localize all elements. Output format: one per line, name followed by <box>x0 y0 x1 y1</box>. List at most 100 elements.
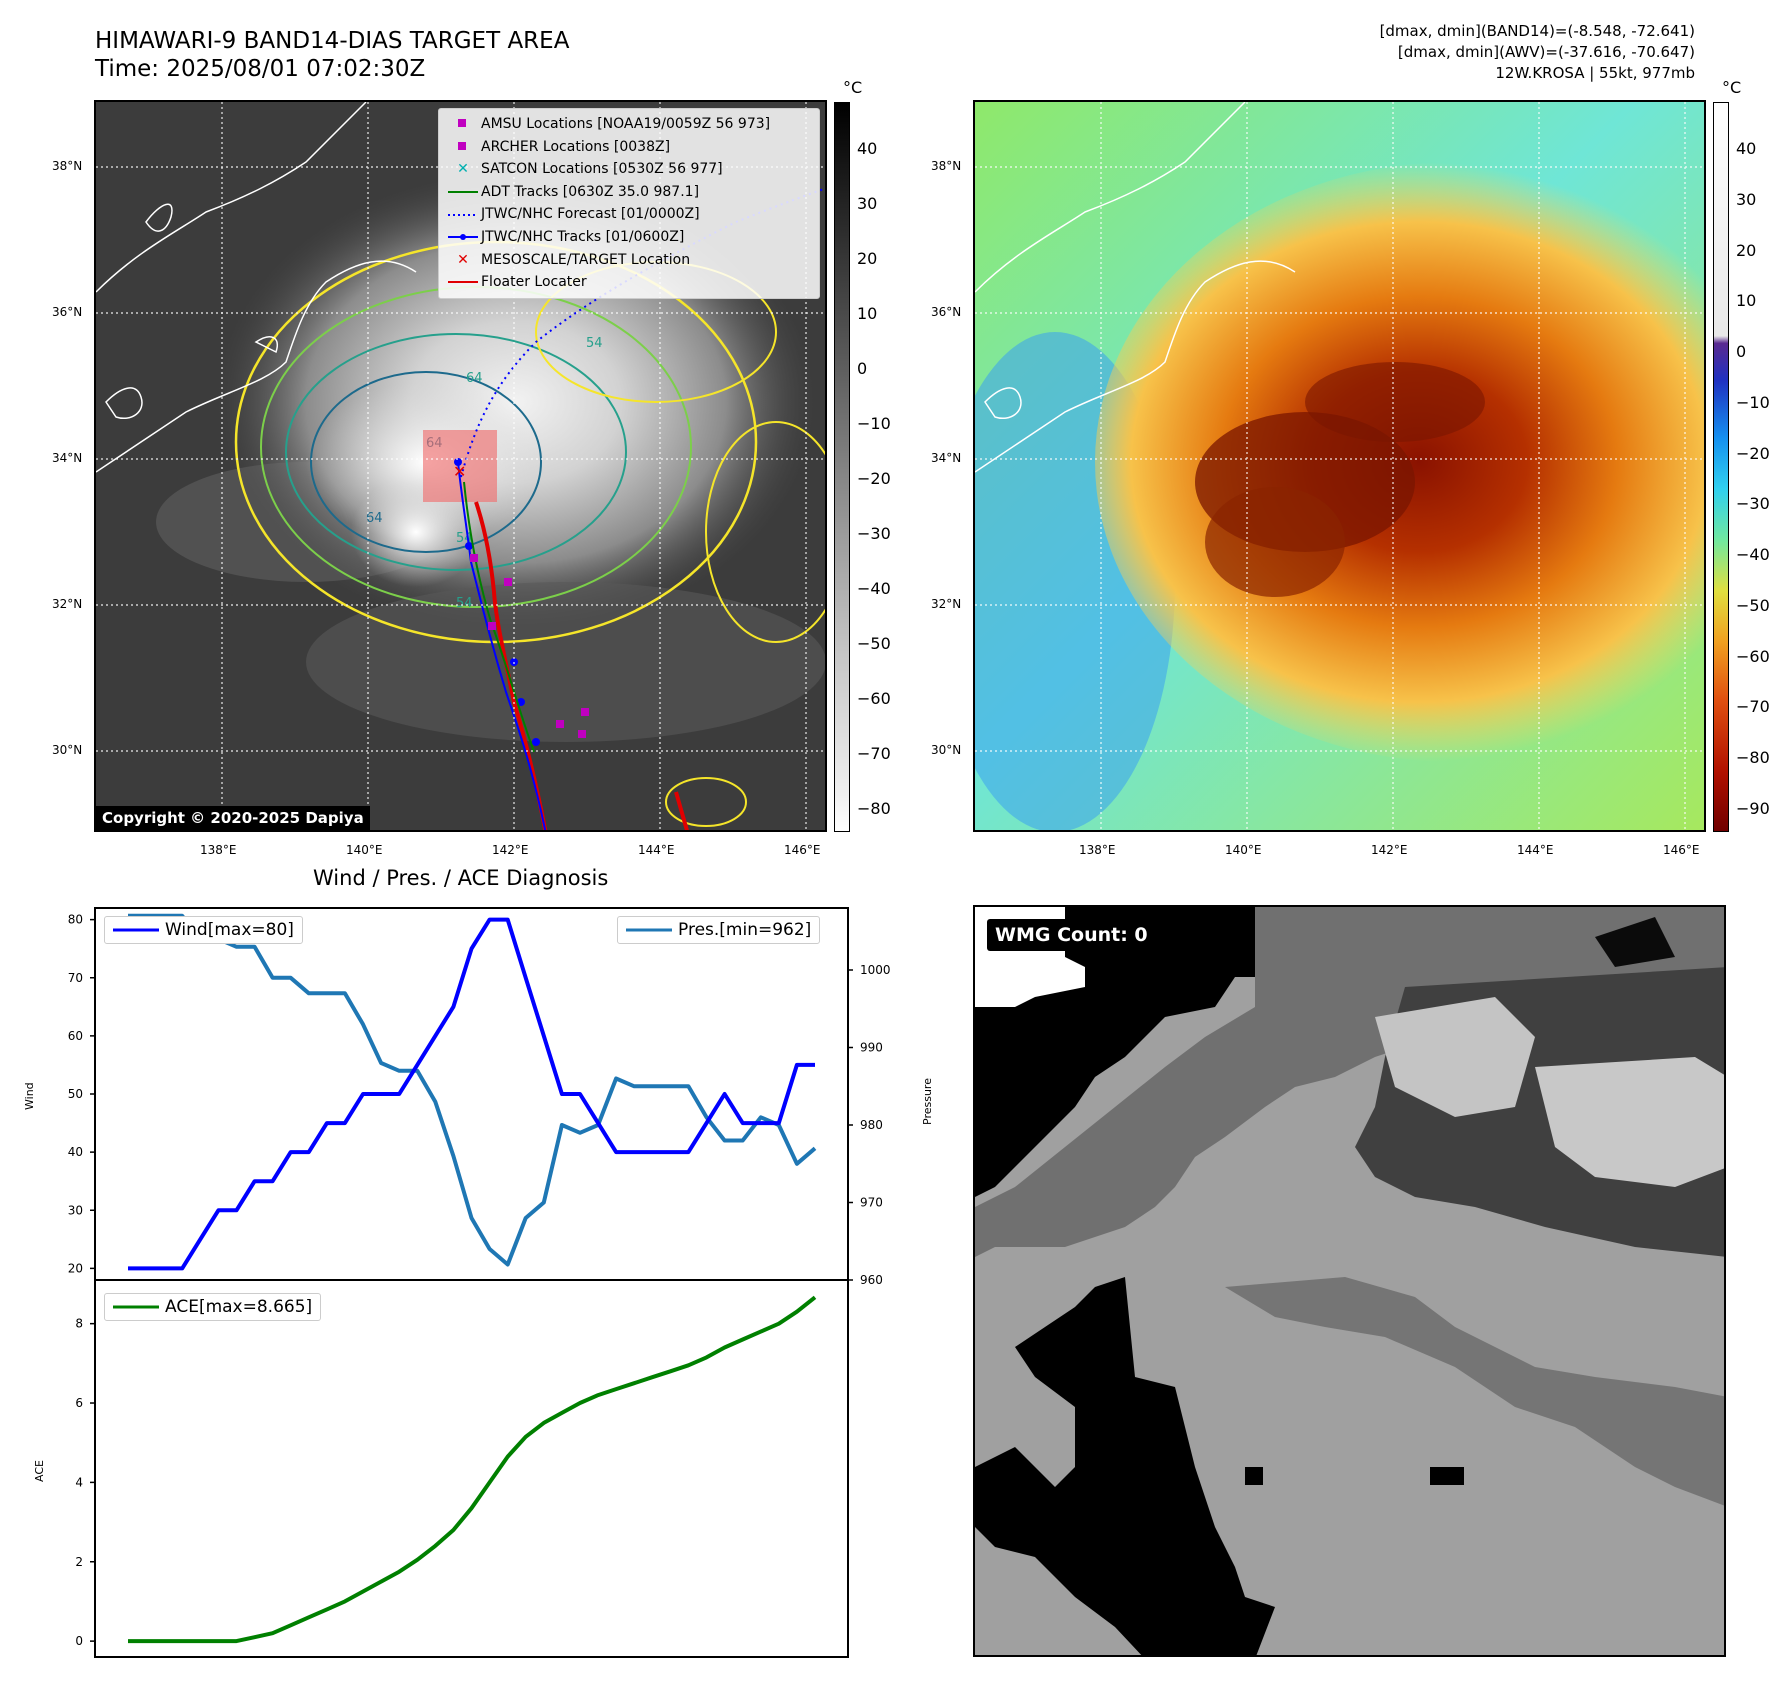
copyright-badge: Copyright © 2020-2025 Dapiya <box>96 806 370 830</box>
lat-tick: 34°N <box>52 451 83 465</box>
awv-colorbar-tick: 30 <box>1736 189 1757 209</box>
pressure-legend-label: Pres.[min=962] <box>678 920 812 940</box>
awv-colorbar-tick: −40 <box>1736 545 1770 565</box>
wind-legend: Wind[max=80] <box>104 916 303 944</box>
lon-tick: 140°E <box>1225 843 1262 857</box>
wmg-map <box>975 907 1724 1655</box>
legend-archer: ARCHER Locations [0038Z] <box>481 138 671 155</box>
ace-tick-label: 4 <box>75 1475 83 1489</box>
wind-tick-label: 70 <box>68 971 83 985</box>
awv-colorbar-tick: −20 <box>1736 443 1770 463</box>
lat-tick: 36°N <box>931 305 962 319</box>
floater-box <box>423 430 497 502</box>
wind-legend-label: Wind[max=80] <box>165 920 294 940</box>
contour-label: 54 <box>456 596 473 611</box>
ir-colorbar-tick: −70 <box>857 744 891 763</box>
ir-colorbar-tick: 20 <box>857 249 878 268</box>
wind-axis-label: Wind <box>23 1082 36 1110</box>
coastline <box>96 260 417 473</box>
band14-range: [dmax, dmin](BAND14)=(-8.548, -72.641) <box>1379 22 1695 40</box>
lon-tick: 144°E <box>638 843 675 857</box>
wmg-panel: WMG Count: 0 <box>973 905 1726 1657</box>
awv-colorbar <box>1713 102 1729 832</box>
map-legend: AMSU Locations [NOAA19/0059Z 56 973] ARC… <box>438 108 820 299</box>
awv-map-panel <box>973 100 1706 832</box>
ace-legend-label: ACE[max=8.665] <box>165 1297 313 1317</box>
ir-colorbar-tick: −50 <box>857 634 891 653</box>
ace-series-line <box>128 1295 817 1644</box>
ir-map-panel: 64 54 64 54 64 54 ✕ <box>94 100 827 832</box>
ir-colorbar-tick: −80 <box>857 799 891 818</box>
lat-tick: 36°N <box>52 305 83 319</box>
ir-colorbar-tick: −60 <box>857 689 891 708</box>
lon-tick: 146°E <box>1663 843 1700 857</box>
awv-colorbar-tick: 20 <box>1736 240 1757 260</box>
diagnosis-title: Wind / Pres. / ACE Diagnosis <box>313 866 609 890</box>
lon-tick: 146°E <box>784 843 821 857</box>
lat-tick: 38°N <box>52 159 83 173</box>
lon-tick: 138°E <box>200 843 237 857</box>
awv-colorbar-tick: −10 <box>1736 392 1770 412</box>
lon-tick: 142°E <box>1371 843 1408 857</box>
wind-tick-label: 50 <box>68 1087 83 1101</box>
pressure-tick-label: 990 <box>860 1041 883 1055</box>
lat-tick: 38°N <box>931 159 962 173</box>
wind-tick-label: 20 <box>68 1261 83 1275</box>
ir-colorbar-tick: 0 <box>857 359 868 378</box>
figure-time: Time: 2025/08/01 07:02:30Z <box>95 56 426 82</box>
coastline <box>96 102 367 293</box>
awv-colorbar-tick: 0 <box>1736 342 1747 362</box>
wind-tick-label: 40 <box>68 1145 83 1159</box>
ir-colorbar-tick: −30 <box>857 524 891 543</box>
lon-tick: 144°E <box>1517 843 1554 857</box>
lat-tick: 34°N <box>931 451 962 465</box>
legend-floater: Floater Locater <box>481 274 587 291</box>
awv-colorbar-tick: −70 <box>1736 697 1770 717</box>
lon-tick: 142°E <box>492 843 529 857</box>
wmg-count-badge: WMG Count: 0 <box>987 919 1156 951</box>
lon-tick: 140°E <box>346 843 383 857</box>
pressure-series-line <box>128 913 817 1267</box>
floater-line <box>474 501 548 830</box>
wind-tick-label: 60 <box>68 1029 83 1043</box>
lat-tick: 30°N <box>931 743 962 757</box>
legend-satcon: SATCON Locations [0530Z 56 977] <box>481 161 723 178</box>
pressure-axis-label: Pressure <box>921 1078 934 1125</box>
lon-tick: 138°E <box>1079 843 1116 857</box>
awv-colorbar-tick: 10 <box>1736 291 1757 311</box>
contour-label: 64 <box>366 511 383 526</box>
ace-frame <box>94 1279 849 1658</box>
awv-range: [dmax, dmin](AWV)=(-37.616, -70.647) <box>1397 43 1695 61</box>
legend-target: MESOSCALE/TARGET Location <box>481 251 691 268</box>
ace-tick-label: 8 <box>75 1317 83 1331</box>
contour-label: 54 <box>586 336 603 351</box>
ir-colorbar-tick: −10 <box>857 414 891 433</box>
pressure-tick-label: 960 <box>860 1273 883 1287</box>
ir-colorbar <box>834 102 850 832</box>
legend-adt: ADT Tracks [0630Z 35.0 987.1] <box>481 183 700 200</box>
legend-amsu: AMSU Locations [NOAA19/0059Z 56 973] <box>481 116 771 132</box>
awv-colorbar-tick: −50 <box>1736 595 1770 615</box>
pressure-tick-label: 970 <box>860 1196 883 1210</box>
wind-tick-label: 30 <box>68 1203 83 1217</box>
wind-series-line <box>128 917 815 1271</box>
ace-legend: ACE[max=8.665] <box>104 1293 322 1321</box>
legend-tracks: JTWC/NHC Tracks [01/0600Z] <box>481 228 685 245</box>
legend-forecast: JTWC/NHC Forecast [01/0000Z] <box>481 206 700 223</box>
ir-colorbar-tick: 10 <box>857 304 878 323</box>
colorbar-unit: °C <box>843 78 863 97</box>
ace-axis-label: ACE <box>33 1460 46 1482</box>
awv-colorbar-tick: −80 <box>1736 748 1770 768</box>
jtwc-track <box>457 461 547 830</box>
colorbar-unit: °C <box>1722 78 1742 97</box>
awv-colorbar-tick: −90 <box>1736 799 1770 818</box>
ir-colorbar-tick: 40 <box>857 139 878 158</box>
pressure-tick-label: 980 <box>860 1118 883 1132</box>
storm-info: 12W.KROSA | 55kt, 977mb <box>1495 64 1695 82</box>
awv-map <box>975 102 1704 830</box>
awv-colorbar-tick: −60 <box>1736 646 1770 666</box>
pressure-legend: Pres.[min=962] <box>617 916 821 944</box>
lat-tick: 30°N <box>52 743 83 757</box>
lat-tick: 32°N <box>931 597 962 611</box>
